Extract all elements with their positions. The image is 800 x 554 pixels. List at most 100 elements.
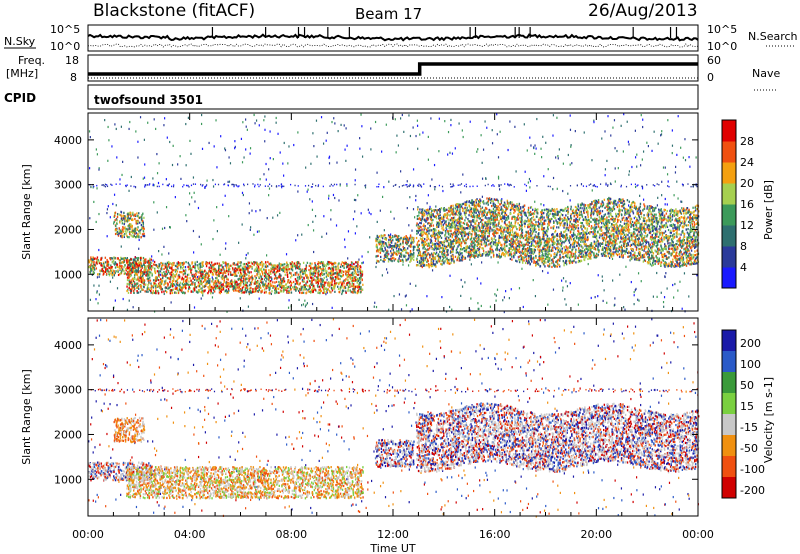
echo-pixel: [590, 220, 592, 224]
echo-pixel: [228, 289, 230, 292]
echo-pixel: [607, 115, 609, 118]
echo-pixel: [636, 217, 638, 220]
echo-pixel: [237, 265, 239, 268]
echo-pixel: [452, 206, 455, 210]
echo-pixel: [110, 266, 112, 269]
echo-pixel: [351, 267, 353, 270]
echo-pixel: [267, 284, 269, 287]
echo-pixel: [200, 122, 203, 126]
echo-pixel: [172, 185, 175, 188]
echo-pixel: [340, 271, 343, 274]
echo-pixel: [152, 279, 155, 282]
echo-pixel: [610, 134, 612, 137]
echo-pixel: [325, 264, 328, 267]
echo-pixel: [138, 247, 140, 250]
echo-pixel: [120, 214, 122, 217]
echo-pixel: [162, 275, 164, 278]
echo-pixel: [107, 159, 109, 162]
echo-pixel: [138, 230, 140, 233]
echo-pixel: [323, 283, 326, 287]
echo-pixel: [145, 271, 148, 274]
echo-pixel: [126, 234, 128, 238]
echo-pixel: [125, 219, 127, 222]
echo-pixel: [411, 229, 413, 232]
echo-pixel: [543, 204, 545, 207]
echo-pixel: [614, 297, 616, 300]
echo-pixel: [137, 258, 139, 261]
echo-pixel: [274, 291, 276, 295]
echo-pixel: [137, 140, 139, 143]
echo-pixel: [355, 266, 357, 270]
echo-pixel: [122, 261, 124, 264]
echo-pixel: [620, 185, 622, 188]
echo-pixel: [453, 216, 456, 219]
echo-pixel: [620, 184, 622, 187]
echo-pixel: [672, 255, 675, 258]
echo-pixel: [102, 261, 105, 264]
echo-pixel: [390, 210, 392, 213]
echo-pixel: [317, 280, 320, 283]
echo-pixel: [514, 224, 516, 228]
echo-pixel: [247, 270, 249, 273]
echo-pixel: [200, 290, 202, 293]
echo-pixel: [148, 272, 151, 275]
echo-pixel: [148, 184, 150, 186]
echo-pixel: [604, 168, 607, 171]
echo-pixel: [359, 287, 361, 291]
echo-pixel: [361, 125, 363, 128]
echo-pixel: [354, 291, 356, 294]
echo-pixel: [142, 272, 145, 275]
echo-pixel: [110, 269, 112, 272]
echo-pixel: [212, 289, 215, 292]
echo-pixel: [217, 267, 220, 270]
echo-pixel: [132, 232, 134, 235]
echo-pixel: [311, 302, 314, 306]
echo-pixel: [137, 156, 139, 159]
echo-pixel: [406, 251, 408, 254]
echo-pixel: [171, 275, 173, 278]
echo-pixel: [643, 214, 645, 217]
echo-pixel: [597, 294, 599, 298]
echo-pixel: [213, 263, 215, 266]
echo-pixel: [99, 273, 101, 276]
echo-pixel: [246, 286, 248, 289]
echo-pixel: [108, 274, 111, 277]
echo-pixel: [260, 286, 262, 290]
echo-pixel: [149, 183, 151, 185]
echo-pixel: [120, 210, 122, 213]
echo-pixel: [257, 265, 260, 268]
echo-pixel: [273, 265, 275, 268]
echo-pixel: [350, 279, 353, 283]
echo-pixel: [608, 201, 610, 204]
echo-pixel: [291, 274, 293, 277]
echo-pixel: [131, 269, 133, 272]
echo-pixel: [336, 281, 338, 285]
echo-pixel: [610, 254, 612, 257]
echo-pixel: [231, 267, 234, 270]
echo-pixel: [237, 286, 239, 289]
echo-pixel: [261, 261, 263, 264]
echo-pixel: [168, 183, 170, 185]
echo-pixel: [283, 280, 285, 283]
echo-pixel: [259, 263, 262, 266]
echo-pixel: [115, 262, 117, 265]
echo-pixel: [355, 278, 358, 282]
echo-pixel: [214, 281, 216, 284]
echo-pixel: [552, 134, 554, 137]
echo-pixel: [158, 285, 160, 288]
echo-pixel: [295, 267, 297, 270]
echo-pixel: [529, 258, 531, 261]
echo-pixel: [169, 277, 171, 281]
echo-pixel: [188, 284, 190, 287]
echo-pixel: [351, 261, 353, 265]
echo-pixel: [168, 260, 170, 264]
beam-title: Beam 17: [355, 5, 422, 23]
echo-pixel: [606, 244, 608, 247]
echo-pixel: [614, 180, 616, 183]
echo-pixel: [183, 277, 185, 280]
echo-pixel: [418, 185, 420, 187]
echo-pixel: [94, 257, 96, 260]
echo-pixel: [212, 237, 214, 241]
echo-pixel: [216, 279, 218, 282]
echo-pixel: [355, 198, 357, 202]
